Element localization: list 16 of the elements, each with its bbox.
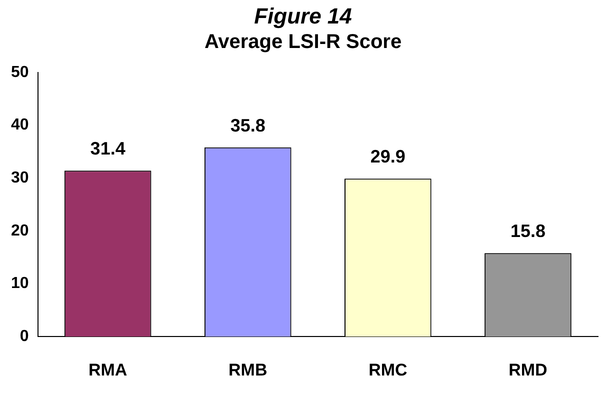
y-tick-label: 20 (11, 222, 29, 240)
data-label: 15.8 (510, 221, 546, 242)
data-label: 31.4 (90, 138, 126, 159)
x-tick-label: RMC (368, 360, 408, 380)
y-tick-label: 10 (11, 275, 29, 292)
y-tick-label: 50 (11, 64, 29, 81)
x-tick-label: RMA (88, 360, 128, 380)
chart-subtitle: Average LSI-R Score (204, 30, 402, 53)
y-tick-label: 30 (11, 169, 29, 186)
data-label: 29.9 (370, 146, 406, 167)
chart-title: Figure 14 (254, 3, 352, 28)
x-tick-label: RMD (508, 360, 548, 380)
y-tick-label: 40 (11, 116, 29, 134)
x-tick-label: RMB (228, 360, 268, 380)
data-label: 35.8 (230, 115, 266, 136)
y-tick-label: 0 (20, 328, 29, 346)
